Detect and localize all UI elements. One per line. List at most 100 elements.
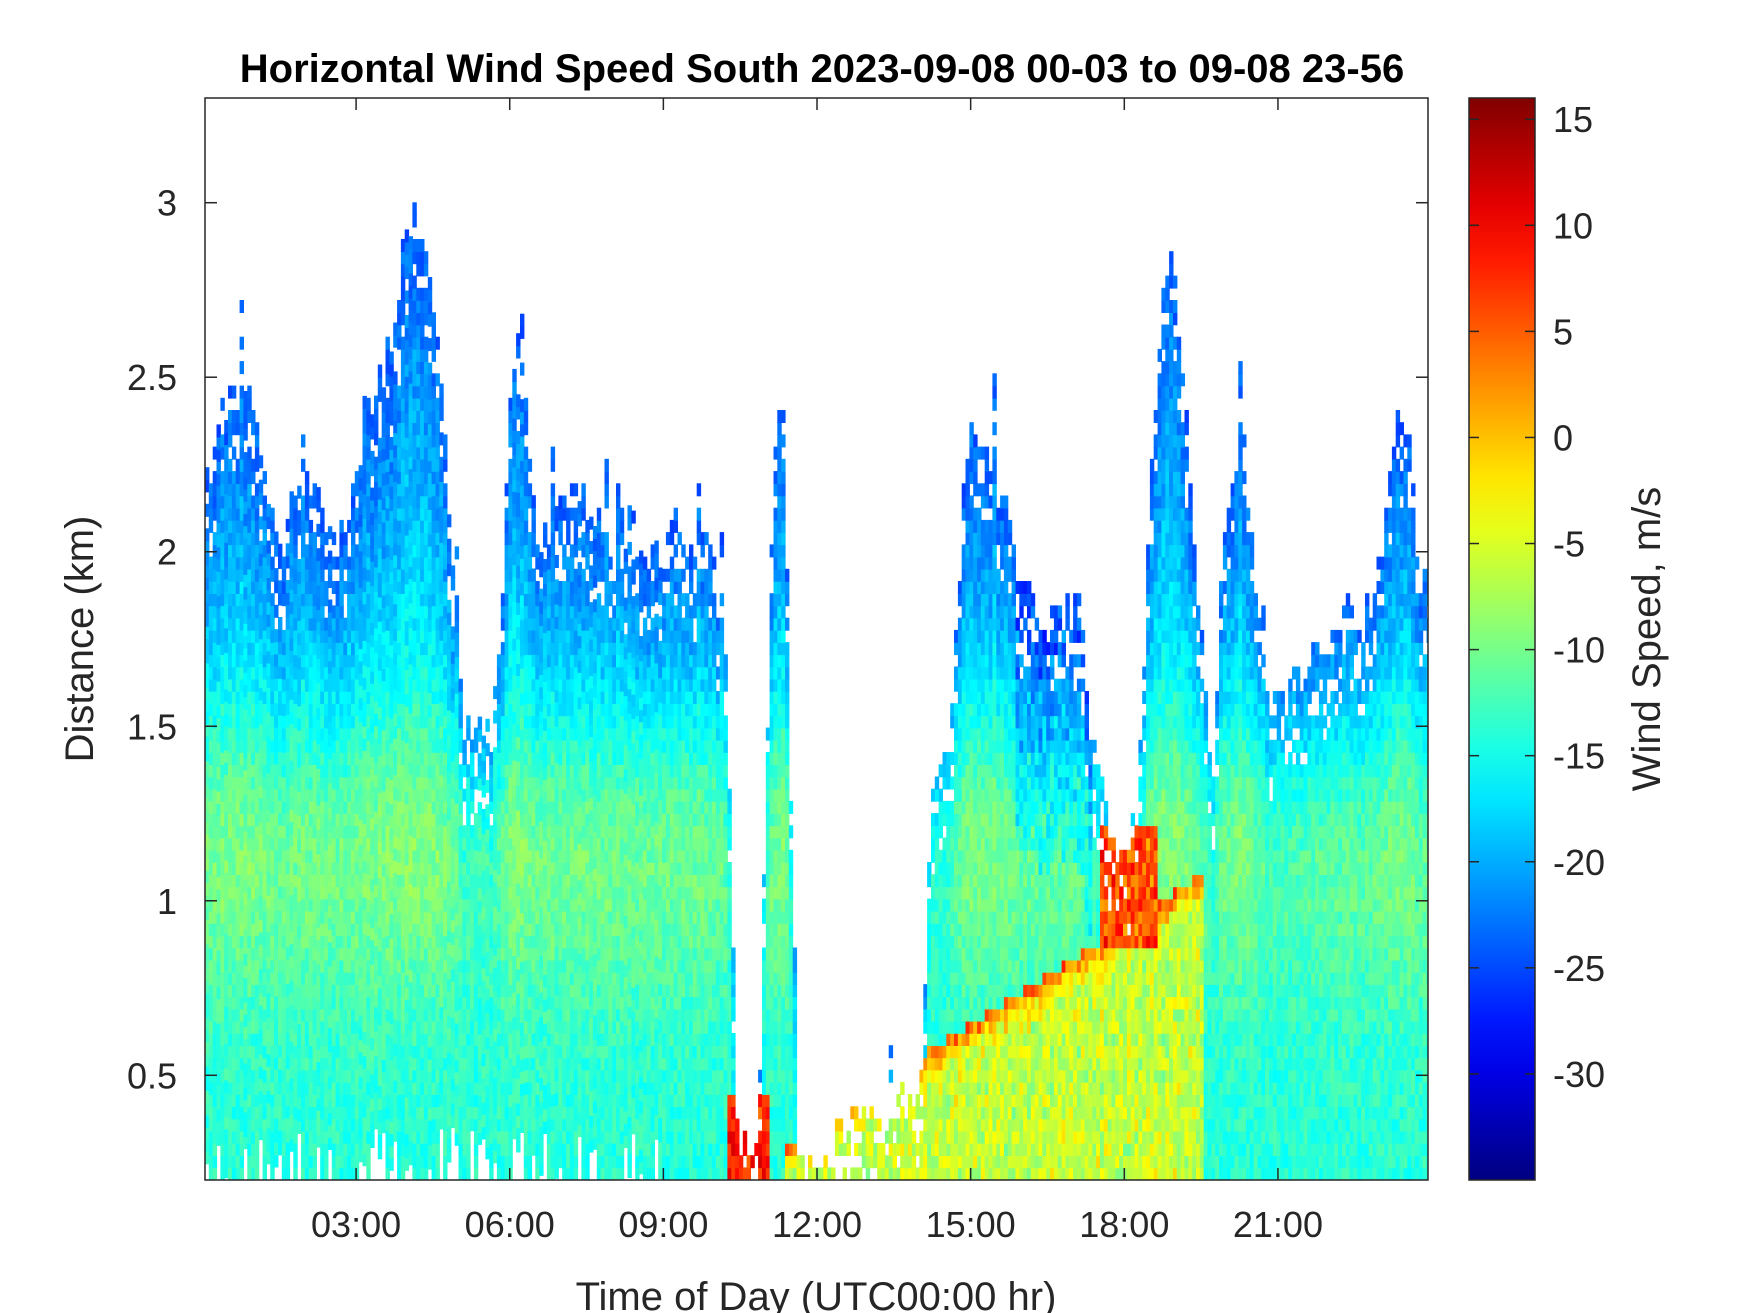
heatmap-cell <box>339 923 344 937</box>
heatmap-cell <box>262 923 267 937</box>
heatmap-cell <box>278 641 283 655</box>
heatmap-cell <box>251 519 256 533</box>
heatmap-cell <box>496 1094 502 1108</box>
heatmap-cell <box>262 862 267 875</box>
heatmap-cell <box>239 1057 244 1071</box>
heatmap-cell <box>400 813 406 827</box>
heatmap-cell <box>362 762 367 776</box>
heatmap-cell <box>535 666 540 680</box>
heatmap-cell <box>435 1130 440 1144</box>
heatmap-cell <box>212 752 218 765</box>
heatmap-cell <box>362 689 367 703</box>
heatmap-cell <box>327 746 333 760</box>
heatmap-cell <box>516 455 521 469</box>
heatmap-cell <box>389 889 394 902</box>
heatmap-cell <box>450 858 456 872</box>
heatmap-cell <box>423 1045 429 1059</box>
heatmap-cell <box>516 333 521 347</box>
heatmap-cell <box>516 1041 521 1055</box>
heatmap-cell <box>458 971 463 985</box>
heatmap-cell <box>347 519 352 533</box>
heatmap-cell <box>254 996 260 1010</box>
heatmap-cell <box>251 507 256 521</box>
heatmap-cell <box>304 739 310 753</box>
heatmap-cell <box>354 1069 360 1083</box>
heatmap-cell <box>447 660 452 674</box>
heatmap-cell <box>205 1151 210 1165</box>
heatmap-cell <box>262 544 267 558</box>
heatmap-cell <box>208 495 214 509</box>
heatmap-cell <box>393 945 398 959</box>
heatmap-cell <box>220 813 225 827</box>
heatmap-cell <box>473 1033 479 1046</box>
heatmap-cell <box>439 383 444 397</box>
heatmap-cell <box>243 818 248 832</box>
heatmap-cell <box>285 1007 291 1021</box>
heatmap-cell <box>228 1167 233 1180</box>
heatmap-cell <box>520 875 525 889</box>
heatmap-cell <box>281 654 287 668</box>
heatmap-cell <box>423 959 429 973</box>
heatmap-cell <box>243 452 248 466</box>
heatmap-cell <box>431 898 436 912</box>
heatmap-cell <box>358 575 363 589</box>
heatmap-cell <box>389 437 394 450</box>
heatmap-cell <box>304 642 310 656</box>
heatmap-cell <box>324 1094 329 1108</box>
heatmap-cell <box>354 593 360 607</box>
heatmap-cell <box>454 729 460 743</box>
heatmap-cell <box>423 703 429 717</box>
heatmap-cell <box>381 790 387 804</box>
heatmap-cell <box>374 603 379 617</box>
heatmap-cell <box>339 605 344 619</box>
heatmap-cell <box>281 691 287 704</box>
heatmap-cell <box>404 938 410 951</box>
heatmap-cell <box>347 1008 352 1022</box>
heatmap-cell <box>435 739 440 753</box>
heatmap-cell <box>331 1045 337 1059</box>
heatmap-cell <box>320 654 325 668</box>
heatmap-cell <box>443 605 448 619</box>
heatmap-cell <box>450 809 456 823</box>
heatmap-cell <box>266 907 271 921</box>
heatmap-cell <box>243 696 248 710</box>
heatmap-cell <box>362 469 367 483</box>
heatmap-cell <box>527 886 533 900</box>
heatmap-cell <box>289 808 294 822</box>
heatmap-cell <box>224 1104 229 1118</box>
heatmap-cell <box>347 813 352 827</box>
heatmap-cell <box>520 692 525 706</box>
heatmap-cell <box>278 971 283 985</box>
heatmap-cell <box>324 837 329 851</box>
heatmap-cell <box>381 582 387 596</box>
heatmap-cell <box>320 898 325 912</box>
heatmap-cell <box>320 837 325 851</box>
heatmap-cell <box>527 1130 533 1144</box>
heatmap-cell <box>535 923 540 937</box>
heatmap-cell <box>466 825 471 839</box>
heatmap-cell <box>262 519 267 533</box>
heatmap-cell <box>512 723 517 737</box>
heatmap-cell <box>504 923 509 937</box>
heatmap-cell <box>485 865 490 879</box>
heatmap-cell <box>312 776 317 790</box>
heatmap-cell <box>327 1112 333 1126</box>
heatmap-cell <box>543 1023 548 1037</box>
heatmap-cell <box>331 752 337 765</box>
heatmap-cell <box>235 471 241 485</box>
heatmap-cell <box>208 1081 214 1095</box>
heatmap-cell <box>220 1106 225 1120</box>
heatmap-cell <box>254 1081 260 1095</box>
heatmap-cell <box>278 995 283 1009</box>
heatmap-cell <box>289 540 294 554</box>
heatmap-cell <box>339 1094 344 1108</box>
heatmap-cell <box>496 849 502 863</box>
heatmap-cell <box>304 996 310 1010</box>
heatmap-cell <box>216 1010 221 1024</box>
heatmap-cell <box>358 843 363 857</box>
heatmap-cell <box>270 556 275 570</box>
heatmap-cell <box>496 862 502 875</box>
heatmap-cell <box>293 678 298 692</box>
heatmap-cell <box>381 509 387 523</box>
heatmap-cell <box>504 1020 509 1034</box>
